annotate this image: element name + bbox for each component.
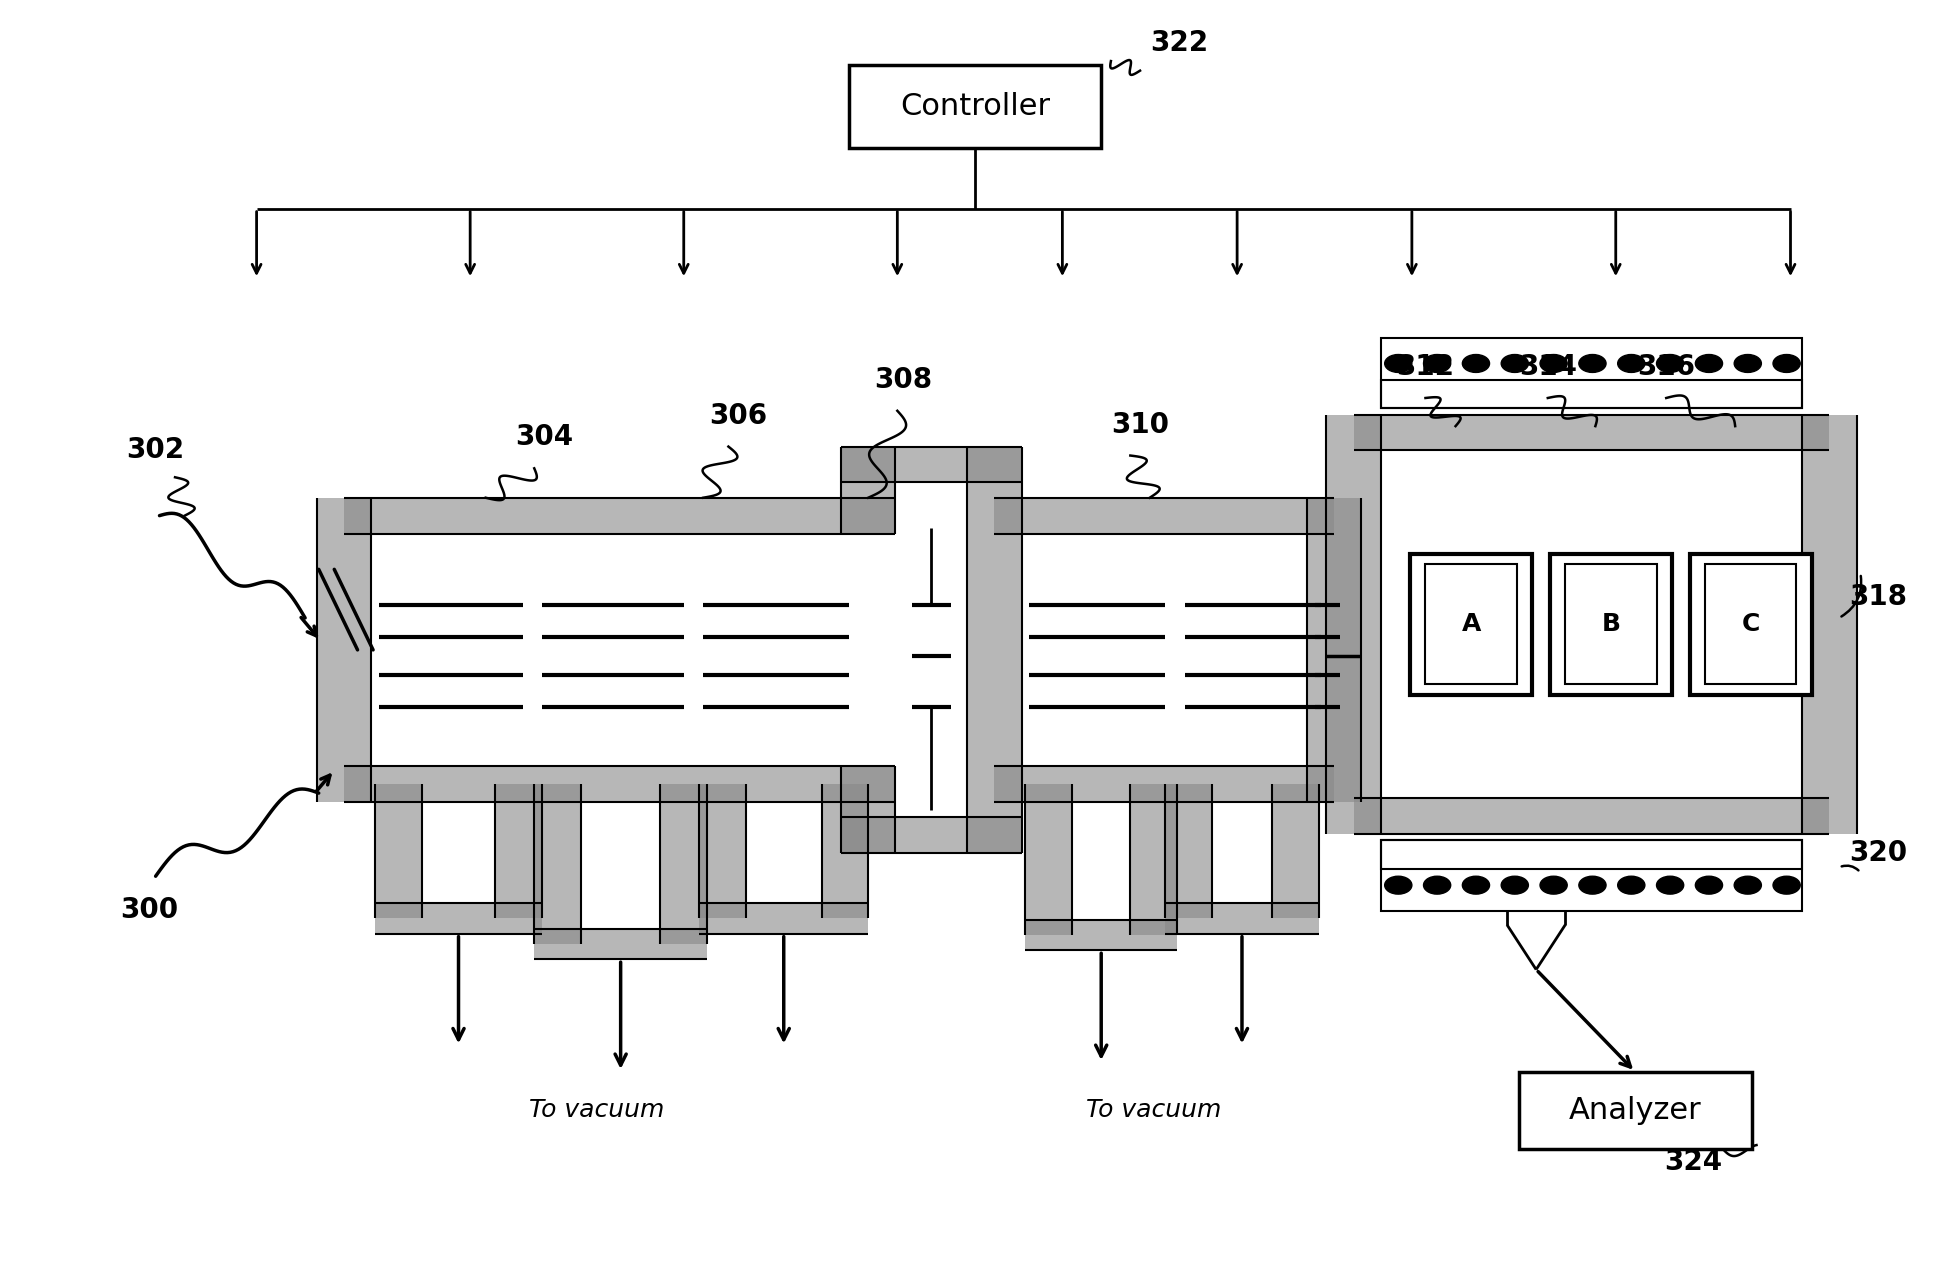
FancyBboxPatch shape — [840, 817, 1022, 853]
Text: 322: 322 — [1150, 30, 1207, 58]
FancyBboxPatch shape — [316, 498, 370, 802]
Circle shape — [1580, 354, 1607, 372]
Text: 304: 304 — [515, 423, 573, 452]
FancyBboxPatch shape — [661, 784, 708, 943]
Circle shape — [1658, 876, 1683, 894]
FancyBboxPatch shape — [374, 784, 421, 919]
Circle shape — [1502, 876, 1529, 894]
Circle shape — [1695, 876, 1722, 894]
FancyBboxPatch shape — [840, 766, 895, 853]
FancyBboxPatch shape — [840, 447, 1022, 483]
Circle shape — [1540, 876, 1568, 894]
FancyBboxPatch shape — [495, 784, 542, 919]
FancyBboxPatch shape — [700, 784, 747, 919]
Circle shape — [1462, 354, 1490, 372]
Text: 314: 314 — [1519, 353, 1578, 381]
Circle shape — [1618, 876, 1646, 894]
Text: 320: 320 — [1849, 839, 1907, 867]
FancyBboxPatch shape — [1410, 553, 1533, 695]
Circle shape — [1424, 354, 1451, 372]
FancyBboxPatch shape — [1566, 564, 1656, 685]
FancyBboxPatch shape — [994, 766, 1334, 802]
FancyBboxPatch shape — [848, 64, 1102, 148]
FancyBboxPatch shape — [1689, 553, 1812, 695]
FancyBboxPatch shape — [1131, 784, 1178, 936]
FancyBboxPatch shape — [1550, 553, 1671, 695]
FancyBboxPatch shape — [534, 784, 581, 943]
Text: C: C — [1741, 613, 1761, 636]
Circle shape — [1580, 876, 1607, 894]
FancyBboxPatch shape — [1353, 414, 1829, 450]
FancyBboxPatch shape — [1026, 920, 1178, 950]
FancyBboxPatch shape — [1381, 380, 1802, 408]
FancyBboxPatch shape — [343, 498, 868, 534]
Circle shape — [1462, 876, 1490, 894]
Text: Controller: Controller — [901, 91, 1049, 121]
Circle shape — [1502, 354, 1529, 372]
Circle shape — [1734, 354, 1761, 372]
Text: Analyzer: Analyzer — [1570, 1095, 1702, 1125]
Text: 316: 316 — [1638, 353, 1695, 381]
Text: 324: 324 — [1665, 1148, 1722, 1176]
Text: To vacuum: To vacuum — [528, 1098, 665, 1122]
Circle shape — [1773, 354, 1800, 372]
FancyBboxPatch shape — [1166, 903, 1318, 934]
FancyBboxPatch shape — [1026, 784, 1072, 936]
FancyBboxPatch shape — [1326, 414, 1381, 834]
Text: B: B — [1601, 613, 1620, 636]
FancyBboxPatch shape — [374, 903, 542, 934]
FancyBboxPatch shape — [534, 929, 708, 959]
FancyBboxPatch shape — [1306, 498, 1361, 802]
Text: 318: 318 — [1849, 583, 1907, 611]
Circle shape — [1540, 354, 1568, 372]
FancyBboxPatch shape — [967, 447, 1022, 853]
Circle shape — [1773, 876, 1800, 894]
Text: 300: 300 — [121, 897, 179, 924]
Text: 310: 310 — [1112, 411, 1170, 439]
FancyBboxPatch shape — [821, 784, 868, 919]
FancyBboxPatch shape — [1802, 414, 1856, 834]
FancyBboxPatch shape — [1425, 564, 1517, 685]
Circle shape — [1618, 354, 1646, 372]
Circle shape — [1658, 354, 1683, 372]
FancyBboxPatch shape — [1166, 784, 1211, 919]
Circle shape — [1384, 876, 1412, 894]
Text: To vacuum: To vacuum — [1086, 1098, 1221, 1122]
FancyBboxPatch shape — [840, 447, 895, 534]
FancyBboxPatch shape — [1704, 564, 1796, 685]
FancyBboxPatch shape — [700, 903, 868, 934]
FancyBboxPatch shape — [868, 498, 895, 534]
FancyBboxPatch shape — [343, 766, 868, 802]
Text: 302: 302 — [127, 436, 185, 465]
FancyBboxPatch shape — [1519, 1072, 1751, 1148]
Text: 312: 312 — [1396, 353, 1455, 381]
FancyBboxPatch shape — [1271, 784, 1318, 919]
Circle shape — [1424, 876, 1451, 894]
Text: A: A — [1461, 613, 1480, 636]
Circle shape — [1695, 354, 1722, 372]
Circle shape — [1384, 354, 1412, 372]
Text: 306: 306 — [710, 402, 766, 430]
FancyBboxPatch shape — [994, 498, 1334, 534]
FancyBboxPatch shape — [1381, 840, 1802, 869]
FancyBboxPatch shape — [868, 766, 895, 802]
FancyBboxPatch shape — [1353, 798, 1829, 834]
Circle shape — [1734, 876, 1761, 894]
Text: 308: 308 — [874, 366, 932, 394]
